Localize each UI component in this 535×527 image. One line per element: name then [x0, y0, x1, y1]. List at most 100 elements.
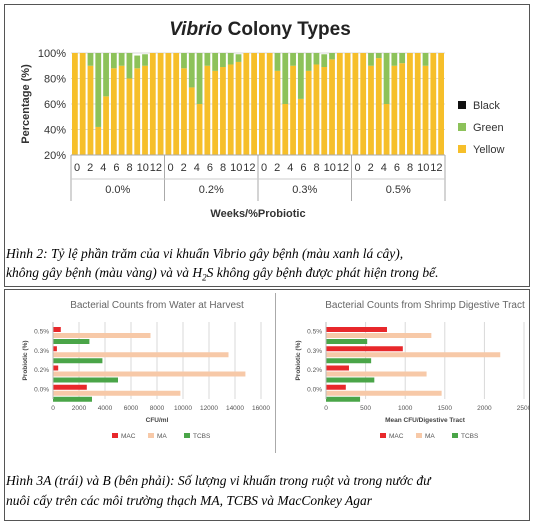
bar-yellow [383, 104, 390, 155]
bar-ma [53, 333, 151, 338]
bar-green [235, 54, 242, 62]
week-tick-label: 6 [207, 162, 213, 174]
legend-swatch [184, 433, 190, 438]
bar-ma [326, 390, 442, 396]
week-tick-label: 12 [243, 162, 255, 174]
bar-yellow [204, 65, 211, 155]
bar-yellow [181, 68, 187, 155]
legend-swatch [452, 433, 458, 438]
bar-yellow [344, 53, 351, 155]
x-tick-label: 12000 [200, 405, 218, 412]
caption-part-a: không gây bệnh (màu vàng) và và H [6, 265, 203, 280]
y-axis-label: Percentage (%) [20, 64, 32, 144]
x-tick-label: 14000 [226, 405, 244, 412]
y-axis-label: Probiotic (%) [22, 340, 29, 380]
bar-ma [326, 352, 501, 358]
group-label: 0.3% [292, 184, 317, 196]
bar-green [196, 53, 203, 104]
bar-yellow [95, 126, 102, 155]
legend-swatch [112, 433, 118, 438]
gut-counts-chart: Bacterial Counts from Shrimp Digestive T… [295, 300, 530, 440]
bar-green [134, 55, 141, 69]
bar-yellow [422, 65, 429, 155]
legend-swatch [458, 101, 466, 109]
bar-ma [326, 333, 432, 338]
bar-green [204, 53, 211, 66]
chart-title: Bacterial Counts from Water at Harvest [70, 300, 244, 311]
bar-yellow [134, 68, 141, 155]
bar-yellow [79, 53, 86, 155]
bar-green [305, 53, 312, 71]
y-tick-label: 80% [44, 74, 66, 86]
bar-mac [53, 327, 61, 332]
week-tick-label: 10 [324, 162, 336, 174]
legend-label: TCBS [193, 433, 211, 440]
week-tick-label: 6 [300, 162, 306, 174]
bar-green [321, 54, 328, 68]
y-tick-label: 40% [44, 125, 66, 137]
bar-yellow [290, 65, 296, 155]
bar-green [290, 53, 296, 66]
x-tick-label: 10000 [174, 405, 192, 412]
bar-yellow [110, 68, 117, 155]
bar-yellow [188, 87, 195, 155]
legend-label: MA [157, 433, 167, 440]
bar-green [188, 53, 195, 88]
category-label: 0.2% [307, 367, 322, 374]
week-tick-label: 2 [368, 162, 374, 174]
bar-yellow [438, 53, 444, 155]
figure2-caption-line2: không gây bệnh (màu vàng) và và H2S khôn… [6, 263, 438, 288]
category-label: 0.5% [34, 329, 49, 336]
bar-yellow [360, 53, 367, 155]
category-label: 0.0% [34, 386, 49, 393]
bar-yellow [313, 64, 320, 155]
figure3-caption-line2: nuôi cấy trên các môi trường thạch MA, T… [6, 493, 372, 508]
bar-green [375, 53, 382, 59]
bar-yellow [103, 96, 109, 155]
bar-green [181, 53, 187, 69]
week-tick-label: 8 [407, 162, 413, 174]
week-tick-label: 0 [74, 162, 80, 174]
week-tick-label: 0 [167, 162, 173, 174]
bar-yellow [399, 63, 406, 156]
category-label: 0.3% [307, 348, 322, 355]
bar-yellow [235, 61, 242, 155]
bar-yellow [149, 53, 156, 155]
category-label: 0.3% [34, 348, 49, 355]
week-tick-label: 0 [354, 162, 360, 174]
bar-yellow [352, 53, 359, 155]
legend-label: MA [425, 433, 435, 440]
x-tick-label: 2500 [517, 405, 530, 412]
chart-title: Vibrio Colony Types [169, 19, 351, 40]
legend-label: Yellow [473, 144, 504, 156]
bar-tcbs [326, 358, 372, 364]
bar-green [126, 53, 133, 79]
group-label: 0.2% [199, 184, 224, 196]
bar-green [220, 53, 226, 68]
x-axis-label: CFU/ml [146, 417, 169, 424]
bar-green [422, 53, 429, 66]
bar-yellow [274, 70, 281, 155]
bar-tcbs [53, 358, 103, 364]
x-tick-label: 4000 [98, 405, 113, 412]
bar-mac [53, 346, 57, 352]
x-tick-label: 500 [360, 405, 371, 412]
y-tick-label: 20% [44, 150, 66, 162]
week-tick-label: 12 [337, 162, 349, 174]
bar-yellow [165, 53, 172, 155]
bar-green [227, 53, 234, 65]
chart-title: Bacterial Counts from Shrimp Digestive T… [325, 300, 525, 311]
x-tick-label: 0 [324, 405, 328, 412]
bar-yellow [305, 70, 312, 155]
week-tick-label: 6 [394, 162, 400, 174]
legend-label: Green [473, 122, 504, 134]
bar-tcbs [53, 377, 118, 383]
bar-ma [326, 371, 427, 377]
x-tick-label: 6000 [124, 405, 139, 412]
bar-yellow [243, 53, 250, 155]
bar-yellow [227, 64, 234, 155]
legend-swatch [458, 123, 466, 131]
figure3-divider [275, 293, 276, 453]
x-tick-label: 2000 [72, 405, 87, 412]
y-axis-label: Probiotic (%) [295, 340, 302, 380]
